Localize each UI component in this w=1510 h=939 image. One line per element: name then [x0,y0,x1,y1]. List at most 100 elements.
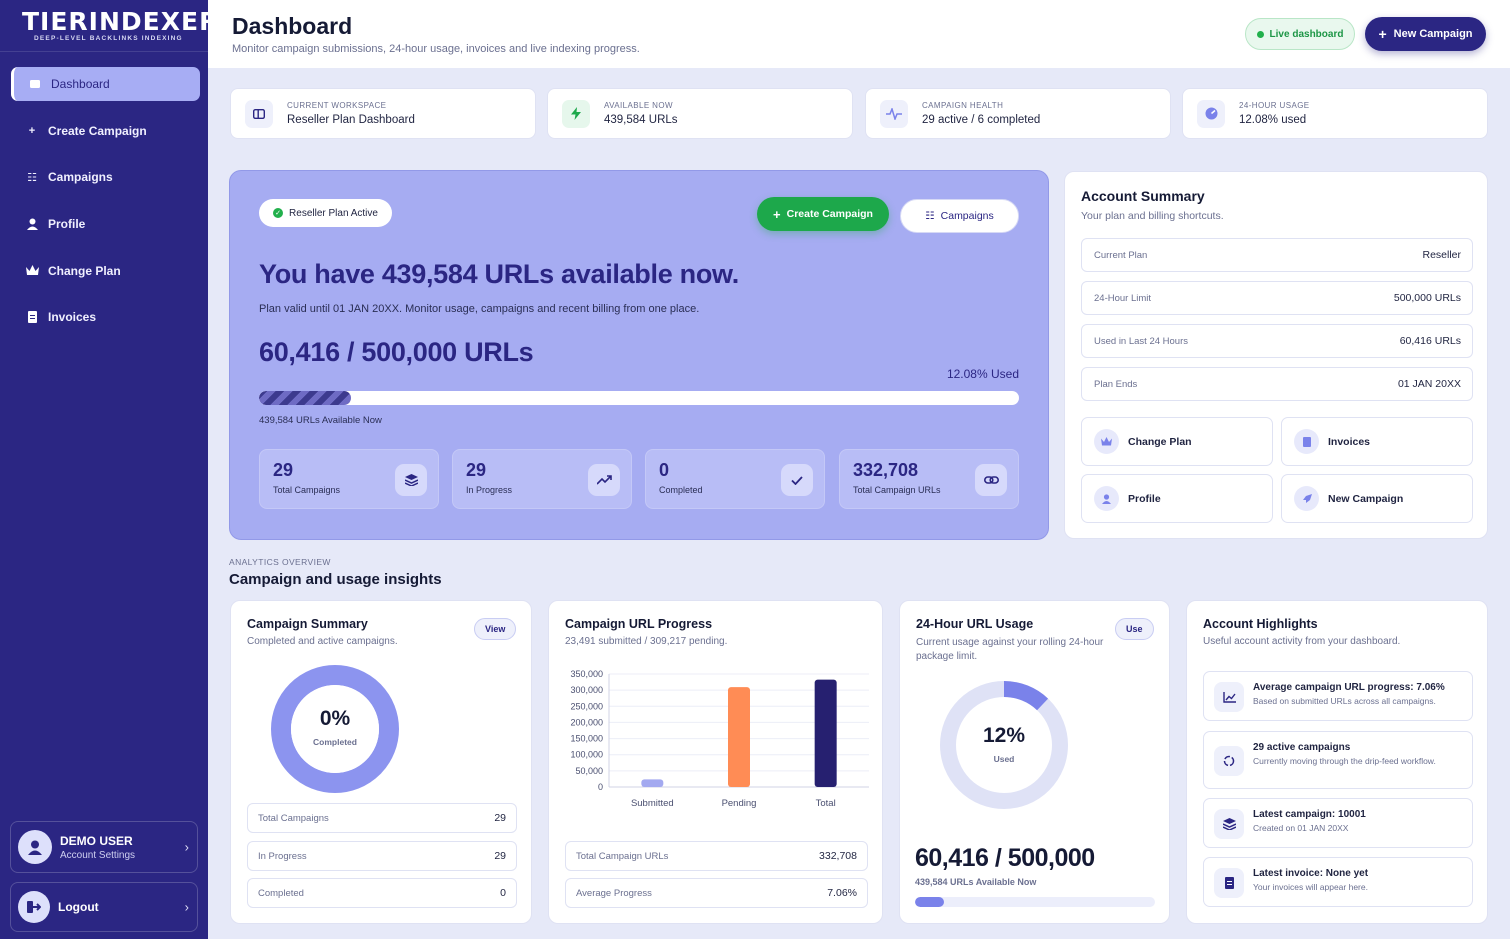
row-key: Current Plan [1094,249,1148,261]
row-value: 0 [500,887,506,899]
card-title: Campaign URL Progress [565,617,713,631]
plus-icon: + [28,124,36,137]
create-campaign-label: Create Campaign [786,208,873,220]
sidebar-item-change-plan[interactable]: Change Plan [11,254,200,288]
invoices-button[interactable]: Invoices [1281,417,1473,466]
highlight-active-campaigns[interactable]: 29 active campaigns Currently moving thr… [1203,731,1473,789]
view-button[interactable]: View [474,618,517,640]
use-button[interactable]: Use [1115,618,1154,640]
new-campaign-button[interactable]: + New Campaign [1365,17,1486,51]
completion-donut [271,665,399,793]
new-campaign-shortcut-button[interactable]: New Campaign [1281,474,1473,523]
document-icon [1294,429,1319,454]
account-summary-card: Account Summary Your plan and billing sh… [1064,171,1488,539]
row-value: 29 [494,812,506,824]
donut-track [271,665,399,793]
y-tick-label: 250,000 [570,701,603,711]
highlight-latest-campaign[interactable]: Latest campaign: 10001 Created on 01 JAN… [1203,798,1473,848]
profile-button[interactable]: Profile [1081,474,1273,523]
live-dashboard-button[interactable]: Live dashboard [1245,18,1355,50]
summary-row-total: Total Campaigns 29 [247,803,517,833]
stack-icon [395,464,427,496]
card-subtitle: Useful account activity from your dashbo… [1203,636,1401,647]
sidebar-item-profile[interactable]: Profile [11,207,200,241]
avatar [18,830,52,864]
link-icon [975,464,1007,496]
stat-label: 24-HOUR USAGE [1239,101,1310,110]
mini-completed: 0 Completed [645,449,825,509]
hero-description: Plan valid until 01 JAN 20XX. Monitor us… [259,303,700,315]
campaigns-button[interactable]: ☷ Campaigns [900,199,1019,233]
usage-available: 439,584 URLs Available Now [915,877,1037,887]
y-tick-label: 300,000 [570,685,603,695]
summary-row-24h-limit: 24-Hour Limit 500,000 URLs [1081,281,1473,315]
row-value: 29 [494,850,506,862]
logout-button[interactable]: Logout › [10,882,198,932]
live-dot-icon [1256,30,1264,38]
chevron-right-icon: › [184,839,189,855]
mini-in-progress: 29 In Progress [452,449,632,509]
create-campaign-button[interactable]: + Create Campaign [757,197,889,231]
x-tick-label: Submitted [631,798,674,809]
sidebar-item-campaigns[interactable]: ☷ Campaigns [11,160,200,194]
y-tick-label: 100,000 [570,750,603,760]
list-icon: ☷ [925,210,935,222]
bar-total [814,679,837,787]
trend-up-icon [588,464,620,496]
user-icon [25,217,39,231]
card-subtitle: Current usage against your rolling 24-ho… [916,637,1104,662]
bar-submitted [641,779,664,787]
row-value: 01 JAN 20XX [1397,378,1461,390]
logo[interactable]: TIERINDEXER DEEP-LEVEL BACKLINKS INDEXIN… [0,0,218,52]
mini-label: Total Campaign URLs [853,485,941,495]
stat-label: CURRENT WORKSPACE [287,101,387,110]
highlight-average-progress[interactable]: Average campaign URL progress: 7.06% Bas… [1203,671,1473,721]
refresh-icon [1214,746,1244,776]
sidebar-item-invoices[interactable]: Invoices [11,300,200,334]
row-value: 7.06% [827,887,857,899]
user-name: DEMO USER [60,833,133,848]
top-header: Dashboard Monitor campaign submissions, … [208,0,1510,68]
usage-gauge [940,681,1068,809]
mini-total-campaign-urls: 332,708 Total Campaign URLs [839,449,1019,509]
highlight-latest-invoice[interactable]: Latest invoice: None yet Your invoices w… [1203,857,1473,907]
layout-icon [245,99,273,128]
card-subtitle: Completed and active campaigns. [247,636,398,647]
sidebar: TIERINDEXER DEEP-LEVEL BACKLINKS INDEXIN… [0,0,218,939]
progress-row-total-urls: Total Campaign URLs 332,708 [565,841,868,871]
stat-value: 29 active / 6 completed [922,114,1041,126]
gauge-icon [1197,99,1225,128]
gauge-used-arc [940,681,1068,809]
page-subtitle: Monitor campaign submissions, 24-hour us… [232,43,640,55]
y-tick-label: 350,000 [570,669,603,679]
sidebar-item-create-campaign[interactable]: + Create Campaign [11,114,200,148]
row-key: Plan Ends [1094,378,1138,390]
mini-label: Total Campaigns [273,485,341,495]
crown-icon [25,264,39,278]
highlight-title: Latest campaign: 10001 [1253,809,1366,820]
campaign-summary-card: Campaign Summary Completed and active ca… [230,600,532,924]
stat-value: 439,584 URLs [604,114,678,126]
plus-icon: + [773,206,781,222]
rocket-icon [1294,486,1319,511]
x-tick-label: Total [816,798,836,809]
mini-value: 29 [273,460,294,480]
usage-progress-bar [259,391,1019,405]
analytics-section-title: Campaign and usage insights [229,571,442,588]
document-icon [25,310,39,324]
chevron-right-icon: › [184,899,189,915]
button-label: Change Plan [1128,435,1192,448]
stat-24-hour-usage: 24-HOUR USAGE 12.08% used [1182,88,1488,139]
donut-hole [291,685,379,773]
account-settings-card[interactable]: DEMO USER Account Settings › [10,821,198,873]
highlight-subtitle: Currently moving through the drip-feed w… [1253,756,1436,766]
button-label: Profile [1128,492,1161,505]
usage-progress-fill [259,391,351,405]
sidebar-item-dashboard[interactable]: Dashboard [11,67,200,101]
row-key: Used in Last 24 Hours [1094,335,1188,347]
change-plan-button[interactable]: Change Plan [1081,417,1273,466]
row-key: Total Campaign URLs [576,850,669,862]
logout-label: Logout [58,900,99,914]
row-value: Reseller [1422,249,1461,261]
gauge-label: Used [993,754,1015,764]
